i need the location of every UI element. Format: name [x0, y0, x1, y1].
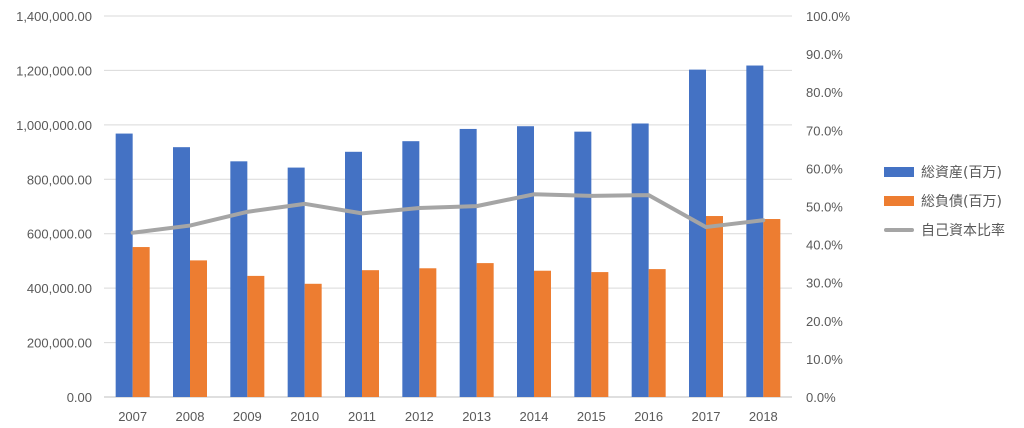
bar-total-liabilities [534, 270, 551, 397]
y-right-tick-label: 40.0% [806, 238, 843, 253]
y-right-tick-label: 10.0% [806, 352, 843, 367]
bar-total-liabilities [706, 216, 723, 397]
y-right-tick-label: 70.0% [806, 123, 843, 138]
legend-label-total-assets: 総資産(百万) [921, 165, 1002, 181]
y-right-tick-label: 30.0% [806, 276, 843, 291]
bar-total-assets [402, 141, 420, 397]
bar-total-assets [517, 126, 534, 397]
x-tick-label: 2014 [520, 409, 549, 424]
y-right-tick-label: 80.0% [806, 85, 843, 100]
legend-swatch-equity-ratio [884, 228, 914, 232]
x-tick-label: 2017 [692, 409, 721, 424]
y-left-tick-label: 400,000.00 [27, 281, 92, 296]
y-left-tick-label: 1,200,000.00 [16, 63, 92, 78]
bar-total-assets [689, 69, 706, 397]
bar-total-liabilities [362, 270, 379, 397]
y-right-tick-label: 50.0% [806, 200, 843, 215]
bar-total-assets [574, 131, 592, 398]
legend-swatch-total-assets [884, 167, 914, 177]
y-left-tick-label: 1,400,000.00 [16, 9, 92, 24]
legend-swatch-total-liabilities [884, 196, 914, 206]
y-left-tick-label: 600,000.00 [27, 227, 92, 242]
y-right-tick-label: 60.0% [806, 161, 843, 176]
bar-total-liabilities [132, 247, 150, 397]
x-tick-label: 2007 [118, 409, 147, 424]
y-right-tick-label: 100.0% [806, 9, 851, 24]
bar-total-assets [631, 123, 649, 397]
bar-total-liabilities [304, 283, 322, 397]
bar-total-assets [173, 147, 190, 397]
legend-label-equity-ratio: 自己資本比率 [921, 223, 1005, 239]
bar-total-assets [287, 167, 305, 397]
legend-item-total-liabilities: 総負債(百万) [884, 191, 1005, 211]
x-tick-label: 2010 [290, 409, 319, 424]
y-right-tick-label: 20.0% [806, 314, 843, 329]
bar-total-liabilities [763, 219, 781, 397]
bar-total-liabilities [648, 269, 666, 397]
bar-total-assets [345, 151, 362, 397]
x-tick-label: 2018 [749, 409, 778, 424]
bar-total-assets [115, 133, 133, 397]
legend-label-total-liabilities: 総負債(百万) [921, 194, 1002, 210]
y-left-tick-label: 200,000.00 [27, 336, 92, 351]
x-tick-label: 2009 [233, 409, 262, 424]
x-tick-label: 2013 [462, 409, 491, 424]
y-left-tick-label: 0.00 [67, 390, 92, 405]
bar-total-liabilities [419, 268, 437, 397]
legend-item-total-assets: 総資産(百万) [884, 162, 1005, 182]
x-tick-label: 2011 [348, 409, 376, 424]
y-right-tick-label: 0.0% [806, 390, 836, 405]
legend-item-equity-ratio: 自己資本比率 [884, 220, 1005, 240]
y-right-tick-label: 90.0% [806, 47, 843, 62]
x-tick-label: 2008 [176, 409, 205, 424]
y-left-tick-label: 1,000,000.00 [16, 118, 92, 133]
bar-total-liabilities [190, 260, 207, 397]
bar-total-assets [230, 161, 248, 397]
bar-total-assets [459, 128, 477, 398]
bar-total-liabilities [247, 275, 265, 397]
x-tick-label: 2016 [634, 409, 663, 424]
x-tick-label: 2012 [405, 409, 434, 424]
bar-total-assets [746, 65, 764, 397]
legend: 総資産(百万) 総負債(百万) 自己資本比率 [884, 162, 1005, 249]
x-tick-label: 2015 [577, 409, 606, 424]
bar-total-liabilities [591, 272, 609, 397]
y-left-tick-label: 800,000.00 [27, 172, 92, 187]
line-equity-ratio [130, 192, 766, 235]
bar-total-liabilities [476, 263, 494, 397]
